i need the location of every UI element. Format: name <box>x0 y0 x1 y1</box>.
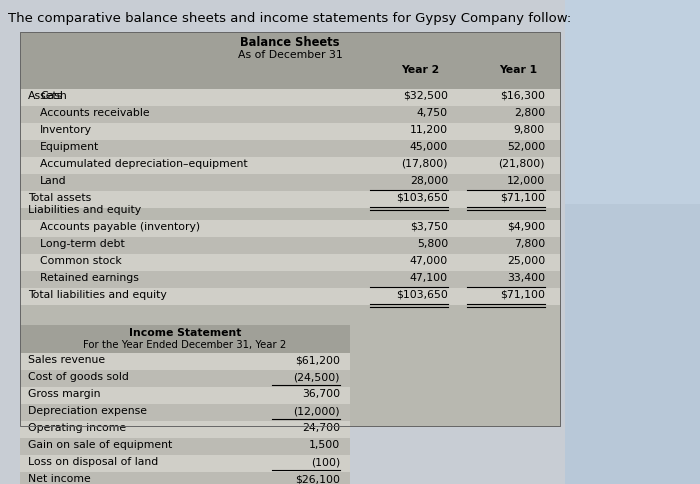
Text: (24,500): (24,500) <box>293 372 340 382</box>
Bar <box>565 0 700 204</box>
Bar <box>20 254 560 271</box>
Text: 36,700: 36,700 <box>302 389 340 399</box>
Text: Total liabilities and equity: Total liabilities and equity <box>28 290 167 300</box>
Bar <box>20 439 350 455</box>
Bar <box>20 220 560 237</box>
Text: (21,800): (21,800) <box>498 159 545 169</box>
Bar <box>20 123 560 140</box>
Text: $32,500: $32,500 <box>403 91 448 101</box>
Bar <box>20 174 560 191</box>
Text: 47,100: 47,100 <box>410 273 448 283</box>
Bar <box>20 191 560 208</box>
Bar <box>20 404 350 421</box>
Text: $103,650: $103,650 <box>396 290 448 300</box>
Text: Loss on disposal of land: Loss on disposal of land <box>28 457 158 467</box>
Text: Net income: Net income <box>28 474 91 484</box>
Text: Gain on sale of equipment: Gain on sale of equipment <box>28 440 172 450</box>
Text: $71,100: $71,100 <box>500 290 545 300</box>
Bar <box>20 370 350 387</box>
Bar <box>20 106 560 123</box>
Text: (17,800): (17,800) <box>402 159 448 169</box>
Text: Accounts payable (inventory): Accounts payable (inventory) <box>40 222 200 232</box>
Text: Inventory: Inventory <box>40 125 92 135</box>
Bar <box>20 140 560 157</box>
Text: 2,800: 2,800 <box>514 108 545 118</box>
Bar <box>20 325 350 353</box>
Text: 4,750: 4,750 <box>417 108 448 118</box>
Text: Income Statement: Income Statement <box>129 328 242 338</box>
Text: Year 1: Year 1 <box>499 65 537 75</box>
Text: Balance Sheets: Balance Sheets <box>240 36 340 49</box>
Text: Accounts receivable: Accounts receivable <box>40 108 150 118</box>
Text: Operating income: Operating income <box>28 424 126 433</box>
Text: $26,100: $26,100 <box>295 474 340 484</box>
Text: 5,800: 5,800 <box>416 239 448 249</box>
Text: Liabilities and equity: Liabilities and equity <box>28 205 141 215</box>
Bar <box>20 32 560 89</box>
Text: $103,650: $103,650 <box>396 193 448 203</box>
Text: 47,000: 47,000 <box>410 256 448 266</box>
Text: Cost of goods sold: Cost of goods sold <box>28 372 129 382</box>
Text: 11,200: 11,200 <box>410 125 448 135</box>
Text: Land: Land <box>40 176 66 186</box>
Bar <box>20 32 560 426</box>
Bar <box>20 421 350 439</box>
Text: 1,500: 1,500 <box>309 440 340 450</box>
Text: Gross margin: Gross margin <box>28 389 101 399</box>
Text: 12,000: 12,000 <box>507 176 545 186</box>
Text: 28,000: 28,000 <box>410 176 448 186</box>
Text: Depreciation expense: Depreciation expense <box>28 406 147 416</box>
Bar <box>20 32 560 426</box>
Text: Cash: Cash <box>40 91 66 101</box>
Text: Year 2: Year 2 <box>401 65 439 75</box>
Bar <box>20 472 350 484</box>
Bar <box>20 271 560 288</box>
Text: $71,100: $71,100 <box>500 193 545 203</box>
Text: Assets: Assets <box>28 91 64 101</box>
Text: Retained earnings: Retained earnings <box>40 273 139 283</box>
Text: $61,200: $61,200 <box>295 355 340 365</box>
Text: The comparative balance sheets and income statements for Gypsy Company follow:: The comparative balance sheets and incom… <box>8 12 571 25</box>
Text: 7,800: 7,800 <box>514 239 545 249</box>
Text: 33,400: 33,400 <box>507 273 545 283</box>
Text: Accumulated depreciation–equipment: Accumulated depreciation–equipment <box>40 159 248 169</box>
Bar <box>20 455 350 472</box>
Text: As of December 31: As of December 31 <box>237 50 342 60</box>
Bar <box>20 237 560 254</box>
Text: $16,300: $16,300 <box>500 91 545 101</box>
Text: Long-term debt: Long-term debt <box>40 239 125 249</box>
Text: 25,000: 25,000 <box>507 256 545 266</box>
Bar <box>20 157 560 174</box>
Text: Common stock: Common stock <box>40 256 122 266</box>
Text: Sales revenue: Sales revenue <box>28 355 105 365</box>
Text: $4,900: $4,900 <box>507 222 545 232</box>
Bar <box>565 0 700 484</box>
Bar <box>20 353 350 370</box>
Bar <box>20 387 350 404</box>
Text: For the Year Ended December 31, Year 2: For the Year Ended December 31, Year 2 <box>83 340 286 350</box>
Text: $3,750: $3,750 <box>410 222 448 232</box>
Text: 24,700: 24,700 <box>302 424 340 433</box>
Text: 45,000: 45,000 <box>410 142 448 152</box>
Text: Equipment: Equipment <box>40 142 99 152</box>
Bar <box>20 89 560 106</box>
Text: Total assets: Total assets <box>28 193 91 203</box>
Text: 52,000: 52,000 <box>507 142 545 152</box>
Text: 9,800: 9,800 <box>514 125 545 135</box>
Text: (100): (100) <box>311 457 340 467</box>
Bar <box>20 288 560 305</box>
Text: (12,000): (12,000) <box>293 406 340 416</box>
